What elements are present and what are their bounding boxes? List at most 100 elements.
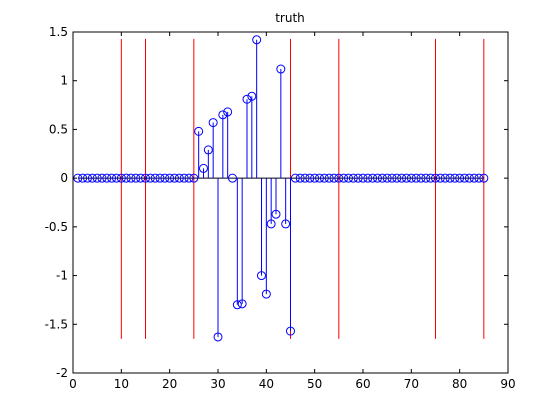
stem-marker: [276, 64, 286, 74]
stem-marker: [315, 173, 324, 183]
stem-marker: [131, 173, 141, 183]
stem-marker: [450, 173, 460, 183]
stem-marker: [261, 289, 271, 299]
chart-title: truth: [275, 11, 305, 25]
stem-marker: [479, 173, 489, 183]
stem-marker: [402, 173, 411, 183]
stem-marker: [160, 173, 170, 183]
stem-marker: [116, 173, 126, 183]
stem-marker: [271, 209, 281, 219]
stem-marker: [87, 173, 97, 183]
stem-marker: [165, 173, 175, 183]
x-tick-label: 80: [452, 377, 467, 391]
stem-marker: [416, 173, 426, 183]
stem-marker: [218, 110, 228, 120]
x-tick-label: 60: [355, 377, 370, 391]
x-axis: 0 10 20 30 40 50 60 70 80 90: [69, 32, 516, 391]
stem-marker: [300, 173, 310, 183]
stem-marker: [348, 173, 358, 183]
x-tick-label: 10: [114, 377, 129, 391]
stem-marker: [228, 173, 237, 183]
stem-marker: [406, 173, 416, 183]
stem-marker: [377, 173, 387, 183]
y-tick-label: 0: [60, 171, 68, 185]
y-tick-label: -1.5: [45, 317, 68, 331]
stem-marker: [194, 126, 204, 136]
y-tick-label: 1.5: [49, 25, 68, 39]
stem-marker: [431, 173, 440, 183]
x-tick-label: 30: [210, 377, 225, 391]
y-tick-label: -0.5: [45, 220, 68, 234]
stem-marker: [223, 107, 233, 117]
stem-marker: [358, 173, 368, 183]
stem-marker: [334, 173, 344, 183]
stem-marker: [150, 173, 160, 183]
stem-marker: [474, 173, 484, 183]
stem-marker: [319, 173, 329, 183]
stem-marker: [242, 94, 252, 104]
stem-marker: [440, 173, 450, 183]
stem-marker: [126, 173, 136, 183]
stem-marker: [455, 173, 465, 183]
y-axis: -2 -1.5 -1 -0.5 0 0.5 1 1.5: [45, 25, 508, 380]
stem-marker: [189, 173, 199, 183]
stem-marker: [426, 173, 436, 183]
stem-marker: [107, 173, 117, 183]
y-tick-label: 0.5: [49, 122, 68, 136]
stem-marker: [339, 173, 349, 183]
stem-marker: [213, 332, 223, 342]
stem-marker: [232, 300, 242, 310]
x-tick-label: 20: [162, 377, 177, 391]
x-tick-label: 90: [500, 377, 515, 391]
stem-marker: [121, 173, 131, 183]
stem-marker: [329, 173, 339, 183]
stem-marker: [179, 173, 189, 183]
stem-marker: [344, 173, 353, 183]
markers-layer: [73, 35, 489, 342]
stem-marker: [411, 173, 421, 183]
axes-box: [72, 31, 509, 374]
stem-marker: [387, 173, 397, 183]
stem-marker: [353, 173, 363, 183]
stem-marker: [136, 173, 146, 183]
stem-marker: [184, 173, 194, 183]
stem-marker: [382, 173, 392, 183]
stem-marker: [445, 173, 455, 183]
vlines-layer: [120, 38, 485, 339]
stem-marker: [392, 173, 402, 183]
stem-marker: [421, 173, 431, 183]
stem-marker: [469, 173, 479, 183]
stem-marker: [97, 173, 107, 183]
y-tick-label: 1: [60, 74, 68, 88]
stem-marker: [305, 173, 315, 183]
stem-marker: [363, 173, 373, 183]
x-tick-label: 50: [307, 377, 322, 391]
stem-marker: [373, 173, 382, 183]
stem-marker: [397, 173, 407, 183]
stem-marker: [174, 173, 184, 183]
stem-marker: [252, 35, 262, 45]
stem-marker: [78, 173, 88, 183]
stem-marker: [368, 173, 378, 183]
stem-marker: [464, 173, 474, 183]
stem-marker: [141, 173, 150, 183]
x-tick-label: 70: [404, 377, 419, 391]
stem-marker: [237, 299, 247, 309]
stems-layer: [198, 39, 291, 337]
stem-marker: [286, 326, 295, 336]
stem-marker: [281, 219, 291, 229]
stem-marker: [208, 118, 218, 128]
x-tick-label: 40: [259, 377, 274, 391]
stem-marker: [295, 173, 305, 183]
y-tick-label: -2: [56, 366, 68, 380]
stem-marker: [83, 173, 92, 183]
stem-marker: [203, 145, 213, 155]
stem-marker: [460, 173, 469, 183]
stem-marker: [92, 173, 102, 183]
stem-marker: [435, 173, 445, 183]
y-tick-label: -1: [56, 269, 68, 283]
stem-marker: [310, 173, 320, 183]
stem-marker: [290, 173, 300, 183]
